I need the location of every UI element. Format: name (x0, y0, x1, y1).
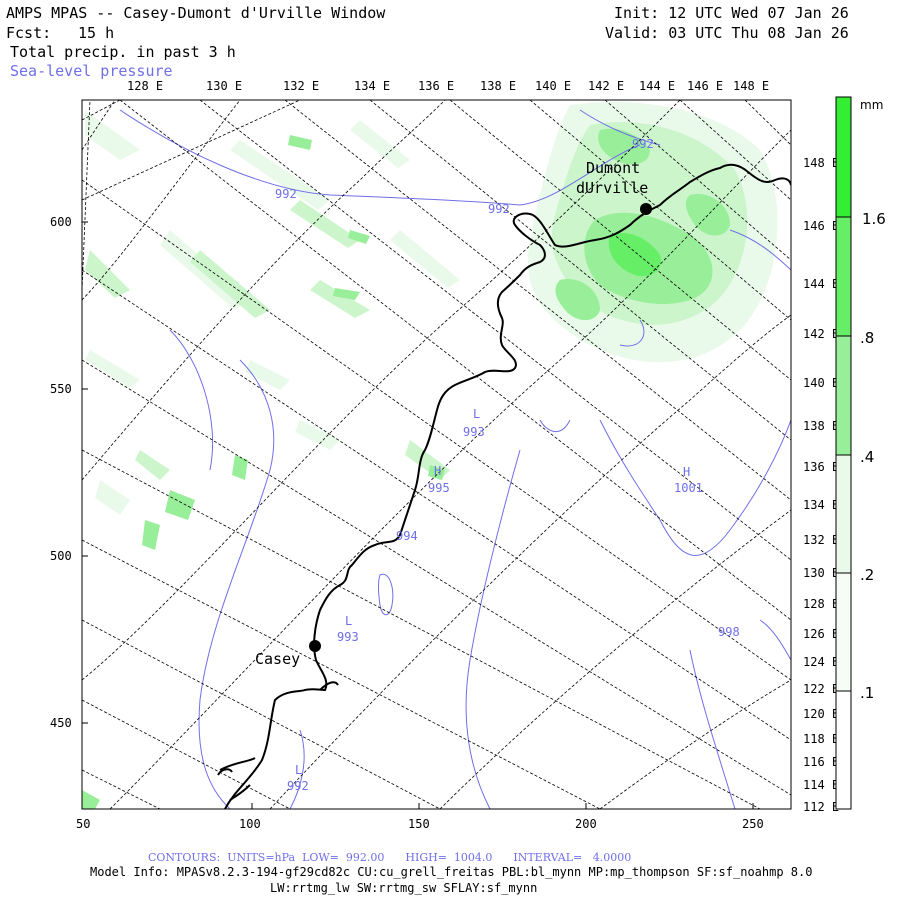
lon-label: 136 E (418, 79, 454, 93)
low-marker: L (345, 614, 352, 628)
colorbar-label: .8 (860, 329, 874, 347)
colorbar-swatch (836, 691, 851, 809)
dumont-label-line2: dUrville (576, 179, 648, 197)
lat-label: 144 E (803, 277, 839, 291)
valid-time: Valid: 03 UTC Thu 08 Jan 26 (605, 24, 849, 42)
lat-label: 126 E (803, 627, 839, 641)
isobar-label: 992 (632, 137, 654, 151)
left-ticks (81, 221, 754, 809)
high-marker: H (683, 465, 690, 479)
x-tick-label: 150 (408, 817, 430, 831)
high-marker: H (434, 464, 441, 478)
lon-label: 142 E (588, 79, 624, 93)
colorbar-swatch (836, 336, 851, 455)
lat-label: 132 E (803, 533, 839, 547)
lat-label: 136 E (803, 460, 839, 474)
right-lat-labels: 148 E 146 E 144 E 142 E 140 E 138 E 136 … (803, 156, 839, 814)
bottom-x-labels: 50 100 150 200 250 (76, 817, 764, 831)
dumont-station-marker[interactable] (640, 203, 652, 215)
isobar-label: 993 (463, 425, 485, 439)
isobar-label: 992 (275, 187, 297, 201)
lon-label: 128 E (127, 79, 163, 93)
y-tick-label: 600 (50, 215, 72, 229)
contours-info: CONTOURS: UNITS=hPa LOW= 992.00 HIGH= 10… (148, 851, 632, 864)
lon-label: 132 E (283, 79, 319, 93)
field-label: Total precip. in past 3 h (10, 43, 236, 61)
lon-label: 144 E (639, 79, 675, 93)
isobar-label: 995 (428, 481, 450, 495)
fcst-label: Fcst: (6, 24, 52, 42)
colorbar-swatch (836, 217, 851, 336)
colorbar-swatch (836, 573, 851, 691)
lat-label: 148 E (803, 156, 839, 170)
isobar-label: 993 (337, 630, 359, 644)
y-tick-label: 550 (50, 382, 72, 396)
colorbar-swatch (836, 97, 851, 217)
colorbar-swatch (836, 455, 851, 573)
isobars (119, 109, 791, 809)
lat-label: 134 E (803, 498, 839, 512)
lat-label: 114 E (803, 778, 839, 792)
lon-label: 138 E (480, 79, 516, 93)
lat-label: 146 E (803, 219, 839, 233)
init-time: Init: 12 UTC Wed 07 Jan 26 (614, 4, 849, 22)
x-tick-label: 250 (742, 817, 764, 831)
lat-label: 140 E (803, 376, 839, 390)
isobar-label: 994 (396, 529, 418, 543)
fcst-value: 15 h (78, 24, 115, 42)
y-tick-label: 450 (50, 716, 72, 730)
dumont-label-line1: Dumont (586, 159, 640, 177)
lon-label: 146 E (687, 79, 723, 93)
top-lon-labels: 128 E 130 E 132 E 134 E 136 E 138 E 140 … (127, 79, 769, 93)
lat-label: 130 E (803, 566, 839, 580)
lat-label: 124 E (803, 655, 839, 669)
x-tick-label: 50 (76, 817, 90, 831)
map-title: AMPS MPAS -- Casey-Dumont d'Urville Wind… (6, 4, 386, 22)
isobar-label: 1001 (674, 481, 703, 495)
colorbar-unit: mm (860, 98, 883, 112)
model-info: Model Info: MPASv8.2.3-194-gf29cd82c CU:… (90, 865, 813, 879)
y-tick-label: 500 (50, 549, 72, 563)
lat-label: 122 E (803, 682, 839, 696)
model-info-2: LW:rrtmg_lw SW:rrtmg_sw SFLAY:sf_mynn (270, 881, 538, 895)
lat-label: 128 E (803, 597, 839, 611)
casey-station-marker[interactable] (309, 640, 321, 652)
colorbar-label: .1 (860, 684, 874, 702)
lat-label: 138 E (803, 419, 839, 433)
plot-frame (81, 99, 792, 810)
colorbar-label: .2 (860, 566, 874, 584)
isobar-label: 992 (287, 779, 309, 793)
lon-label: 140 E (535, 79, 571, 93)
casey-label: Casey (255, 650, 300, 668)
precip-shading (82, 102, 778, 809)
lat-label: 118 E (803, 732, 839, 746)
lon-label: 148 E (733, 79, 769, 93)
lat-label: 116 E (803, 755, 839, 769)
left-y-labels: 600 550 500 450 (50, 215, 72, 730)
colorbar-label: .4 (860, 448, 874, 466)
lon-label: 134 E (354, 79, 390, 93)
lat-label: 142 E (803, 327, 839, 341)
low-marker: L (473, 407, 480, 421)
overlay-label: Sea-level pressure (10, 62, 173, 80)
isobar-label: 992 (488, 202, 510, 216)
low-marker: L (295, 763, 302, 777)
lon-label: 130 E (206, 79, 242, 93)
lat-label: 120 E (803, 707, 839, 721)
isobar-label: 998 (718, 625, 740, 639)
x-tick-label: 100 (239, 817, 261, 831)
colorbar-label: 1.6 (862, 210, 886, 228)
x-tick-label: 200 (575, 817, 597, 831)
colorbar (835, 96, 852, 810)
lat-label: 112 E (803, 800, 839, 814)
latlon-grid (82, 100, 791, 809)
